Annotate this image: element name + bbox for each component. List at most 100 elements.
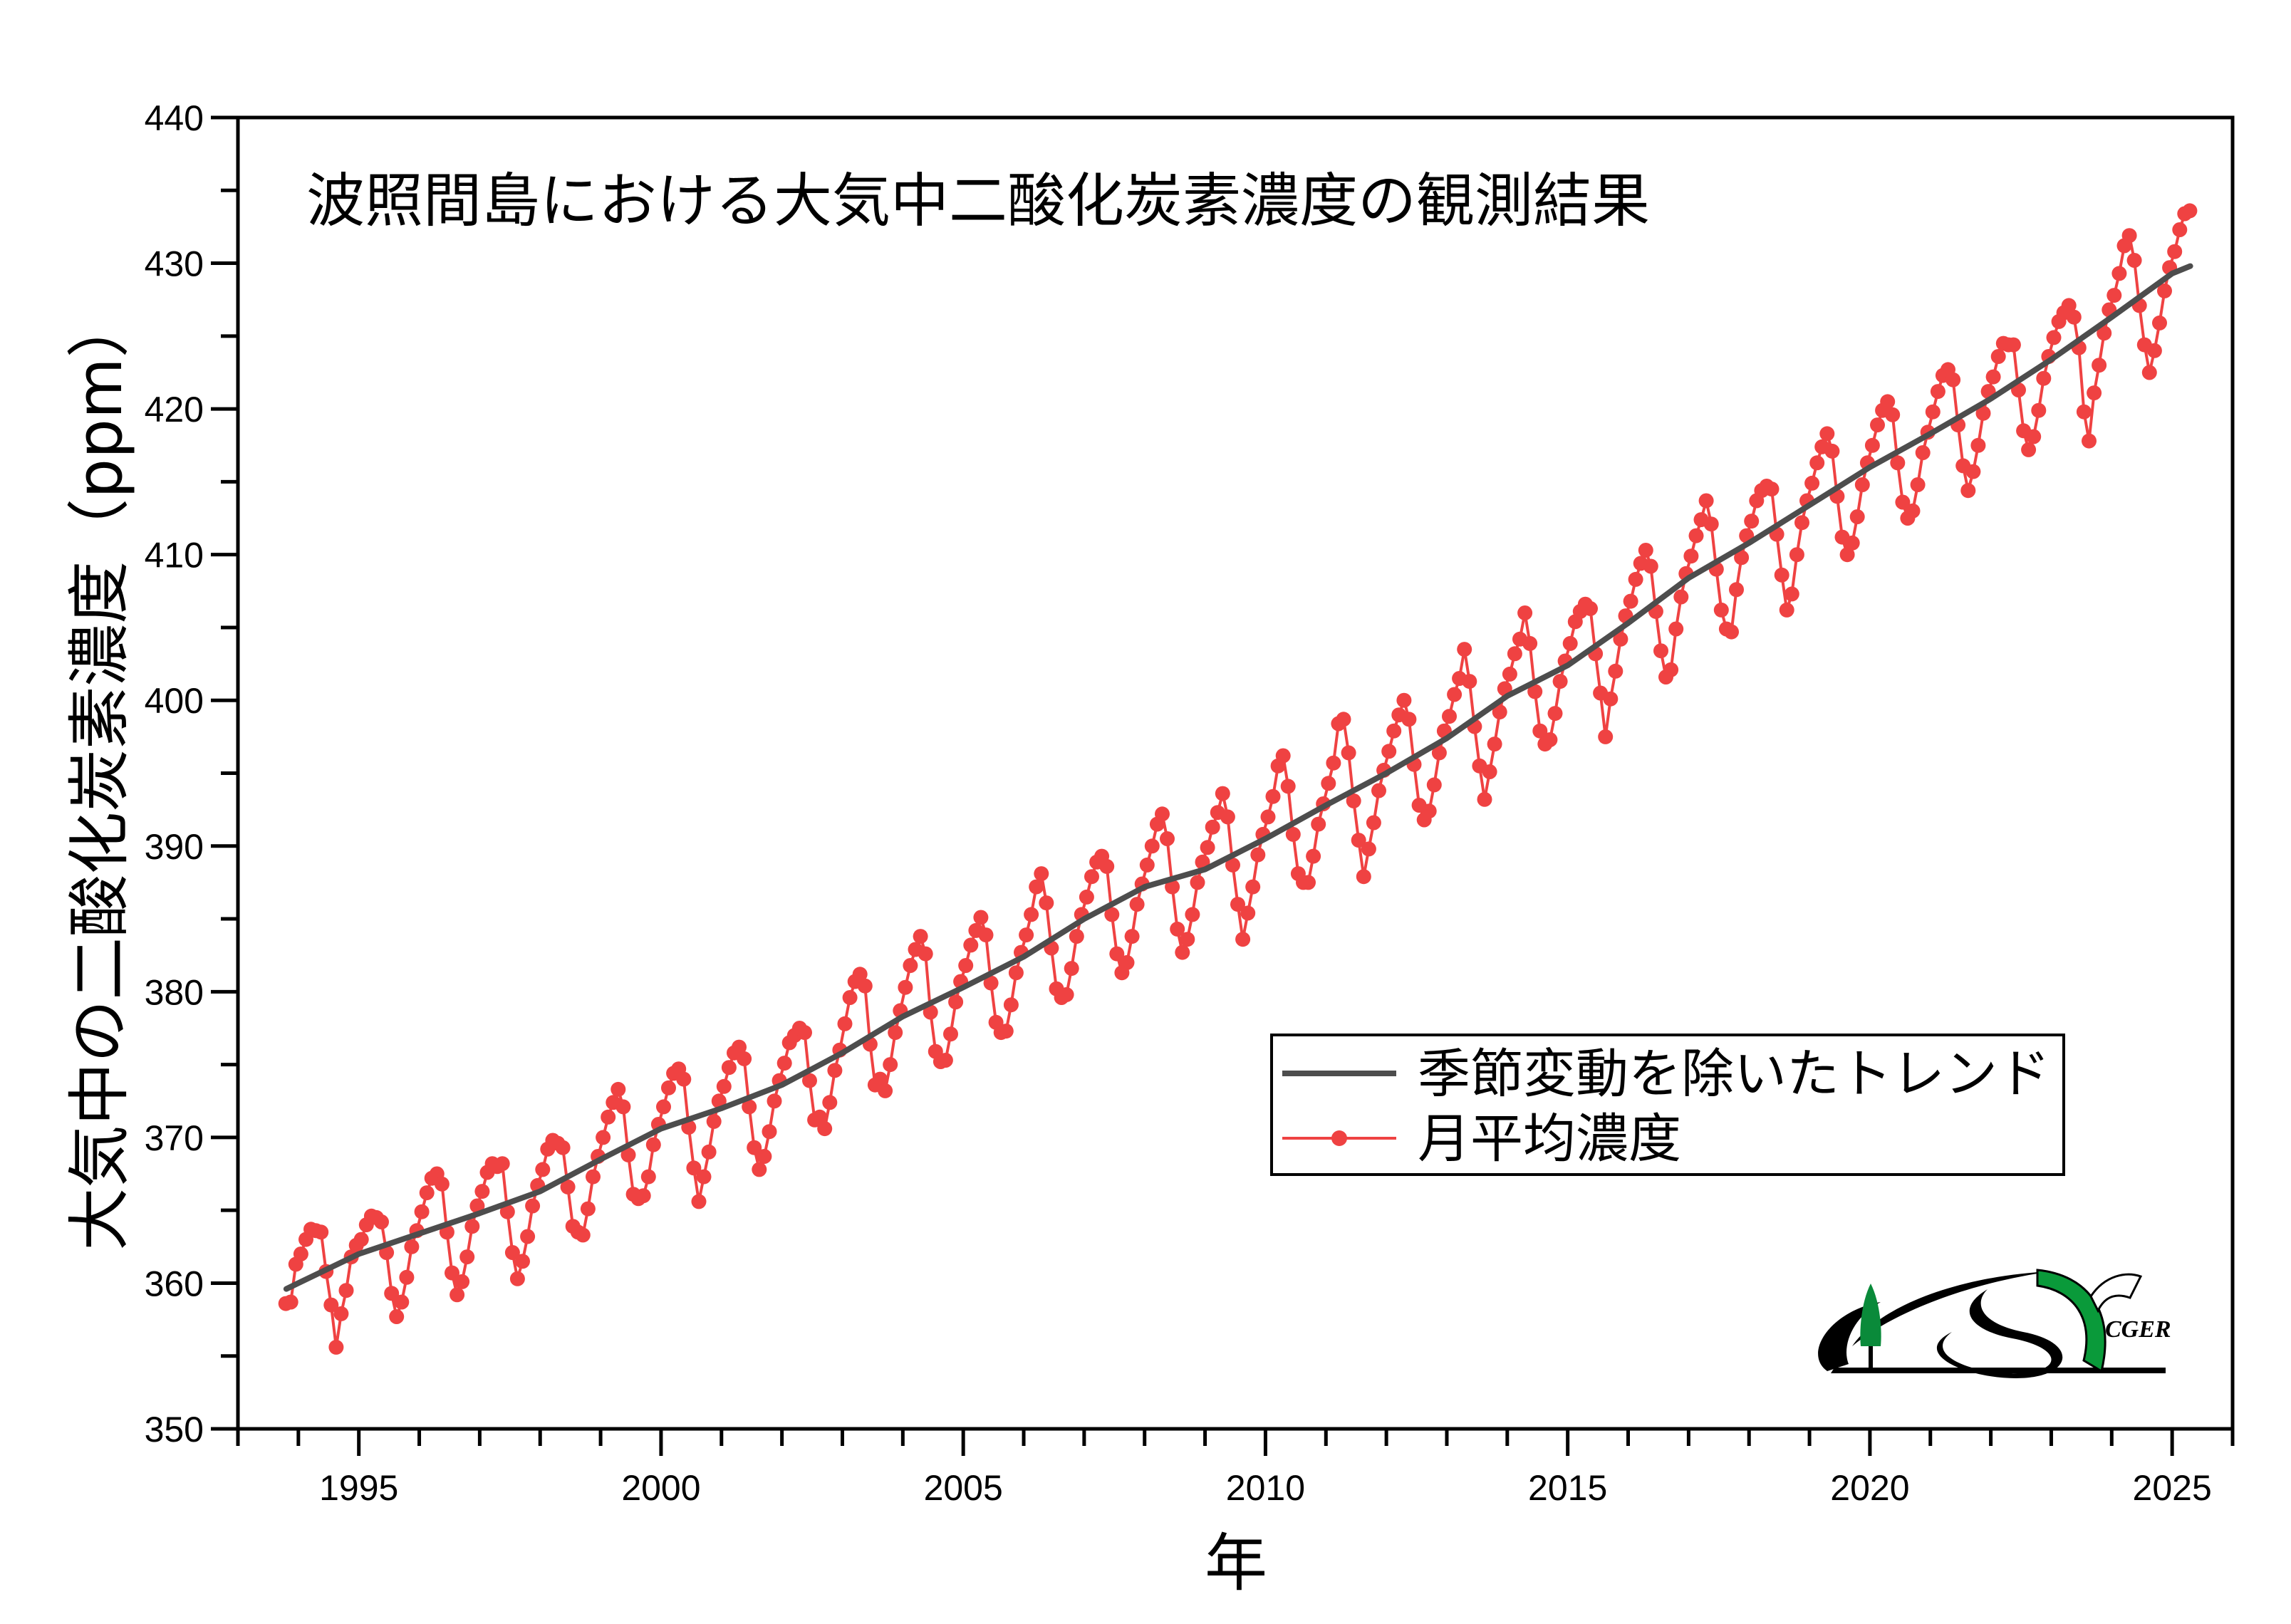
monthly-point [1552,674,1568,689]
monthly-point [2111,266,2127,281]
monthly-point [1653,643,1668,659]
monthly-point [611,1081,626,1097]
monthly-point [888,1025,903,1041]
monthly-point [2066,309,2082,325]
y-tick-label: 440 [145,98,204,138]
monthly-point [2082,433,2097,449]
monthly-point [1311,816,1326,832]
monthly-point [394,1294,410,1310]
y-tick-label: 390 [145,827,204,867]
monthly-point [1155,806,1170,822]
monthly-point [389,1309,405,1324]
monthly-point [353,1232,369,1247]
monthly-point [1139,857,1155,873]
monthly-point [691,1194,707,1209]
monthly-point [620,1147,636,1162]
monthly-point [1603,691,1619,707]
monthly-point [1517,605,1533,620]
monthly-point [737,1051,752,1066]
monthly-point [1260,809,1276,825]
monthly-point [857,978,873,994]
monthly-point [1165,879,1180,895]
monthly-point [499,1204,515,1219]
monthly-point [1185,907,1200,922]
monthly-point [1220,809,1235,825]
monthly-point [1024,907,1039,922]
y-tick-label: 350 [145,1410,204,1449]
monthly-point [1366,815,1381,831]
monthly-point [742,1099,757,1115]
plot-frame [236,115,2235,1431]
nies-cger-logo: CGER [1818,1269,2171,1378]
monthly-point [469,1198,485,1214]
monthly-point [283,1294,298,1310]
monthly-point [1729,582,1744,598]
monthly-point [1301,875,1316,890]
monthly-point [1482,764,1497,779]
monthly-point [2152,315,2167,330]
monthly-point [1346,793,1361,808]
monthly-point [827,1063,843,1078]
monthly-point [1502,666,1517,682]
monthly-point [586,1169,601,1185]
monthly-point [983,975,999,991]
tree-trunk [1869,1339,1873,1373]
y-tick-label: 360 [145,1264,204,1303]
monthly-point [1608,663,1624,679]
monthly-point [817,1121,833,1137]
monthly-point [732,1039,747,1055]
monthly-point [615,1099,631,1115]
monthly-point [328,1339,344,1355]
monthly-point [1230,897,1245,912]
plot-series [278,203,2198,1355]
monthly-point [2005,337,2021,353]
monthly-point [1069,929,1084,944]
monthly-point [963,937,979,953]
y-tick-label: 400 [145,681,204,721]
monthly-point [1341,745,1356,761]
monthly-point [1180,932,1195,947]
monthly-point [1336,712,1351,727]
monthly-point [1371,783,1386,798]
monthly-point [802,1073,817,1088]
monthly-point [1457,642,1472,657]
monthly-point [716,1078,732,1094]
monthly-point [776,1056,792,1071]
monthly-point [1885,407,1901,422]
monthly-point [635,1188,651,1204]
x-tick-label: 2000 [621,1468,700,1508]
monthly-point [1205,819,1220,835]
monthly-point [1250,847,1266,863]
monthly-point [1764,482,1780,497]
monthly-point [1638,543,1653,558]
monthly-point [2106,288,2122,303]
monthly-point [1960,483,1976,499]
monthly-point [1361,841,1376,857]
monthly-point [1235,932,1251,947]
monthly-point [842,990,858,1005]
monthly-point [656,1099,671,1115]
monthly-point [1059,987,1074,1002]
monthly-point [661,1080,676,1095]
monthly-point [978,927,994,943]
monthly-point [1039,895,1054,911]
monthly-point [701,1144,717,1160]
monthly-point [1064,961,1079,977]
monthly-point [1849,509,1865,524]
monthly-point [1703,516,1719,532]
y-tick-label: 410 [145,536,204,576]
monthly-point [747,1140,762,1155]
monthly-point [1401,712,1417,727]
monthly-point [494,1156,510,1172]
monthly-point [1598,729,1614,744]
monthly-point [454,1274,470,1289]
monthly-point [721,1060,737,1076]
legend-monthly-marker [1331,1130,1347,1146]
monthly-point [837,1016,853,1031]
monthly-point [1547,706,1563,722]
monthly-point [2036,370,2052,386]
monthly-point [333,1306,349,1321]
monthly-point [1930,384,1945,400]
monthly-point [1351,833,1366,848]
